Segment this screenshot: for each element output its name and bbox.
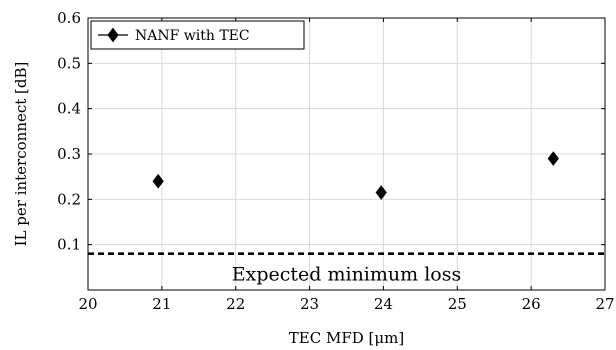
- reference-line-group: Expected minimum loss: [88, 252, 605, 286]
- y-tick-label: 0.3: [57, 145, 81, 163]
- axis-ticks: 20 21 22 23 24 25 26 27 0.1 0.2 0.3 0.4 0.5 0.6: [57, 9, 614, 313]
- x-tick-label: 27: [595, 295, 614, 313]
- data-points: [152, 151, 559, 200]
- grid: [87, 17, 606, 290]
- x-tick-label: 24: [374, 295, 393, 313]
- data-point: [375, 185, 387, 200]
- x-tick-label: 22: [226, 295, 245, 313]
- legend-marker: [107, 27, 119, 43]
- reference-line-label: Expected minimum loss: [232, 264, 461, 286]
- data-point: [547, 151, 559, 166]
- x-tick-label: 26: [522, 295, 541, 313]
- x-tick-label: 25: [448, 295, 467, 313]
- y-tick-label: 0.5: [57, 54, 81, 72]
- x-tick-label: 23: [300, 295, 319, 313]
- x-tick-label: 20: [78, 295, 97, 313]
- y-tick-label: 0.6: [57, 9, 81, 27]
- legend: NANF with TEC: [90, 20, 305, 50]
- legend-label: NANF with TEC: [135, 28, 250, 44]
- data-point: [152, 173, 164, 189]
- y-axis-label: IL per interconnect [dB]: [12, 62, 30, 247]
- x-axis-label: TEC MFD [μm]: [289, 329, 404, 347]
- y-tick-label: 0.1: [57, 236, 81, 254]
- x-tick-label: 21: [152, 295, 171, 313]
- y-tick-label: 0.4: [57, 100, 81, 118]
- y-tick-label: 0.2: [57, 190, 81, 208]
